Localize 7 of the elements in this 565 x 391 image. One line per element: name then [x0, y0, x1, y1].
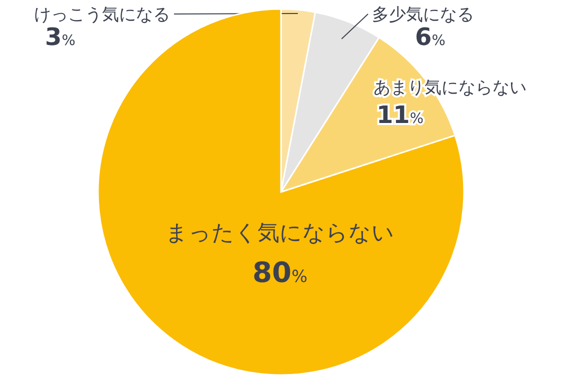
data-label: 3% [45, 23, 76, 51]
data-label: 11% [376, 101, 424, 129]
data-label: 80% [252, 256, 308, 289]
slice-label: けっこう気になる [34, 5, 170, 25]
slice-label: 多少気になる [372, 5, 474, 25]
data-label: 6% [415, 23, 446, 51]
slice-label: まったく気にならない [166, 221, 394, 246]
